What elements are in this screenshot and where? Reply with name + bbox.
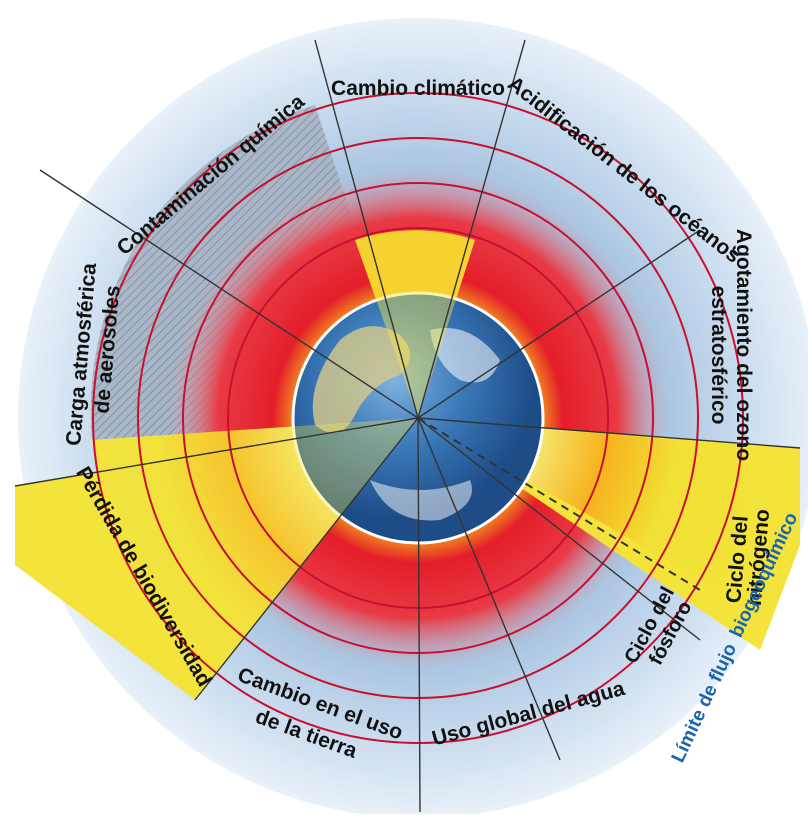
label-ozono-1: Agotamiento del ozono bbox=[732, 229, 755, 461]
earth-clouds bbox=[430, 328, 500, 383]
earth-clouds-south bbox=[370, 480, 472, 521]
boundary-rings bbox=[92, 92, 744, 744]
sector-dividers bbox=[14, 39, 801, 813]
label-ozono-2: estratosférico bbox=[707, 286, 730, 425]
label-cambio-climatico: Cambio climático bbox=[331, 77, 505, 100]
earth-land bbox=[312, 326, 410, 433]
